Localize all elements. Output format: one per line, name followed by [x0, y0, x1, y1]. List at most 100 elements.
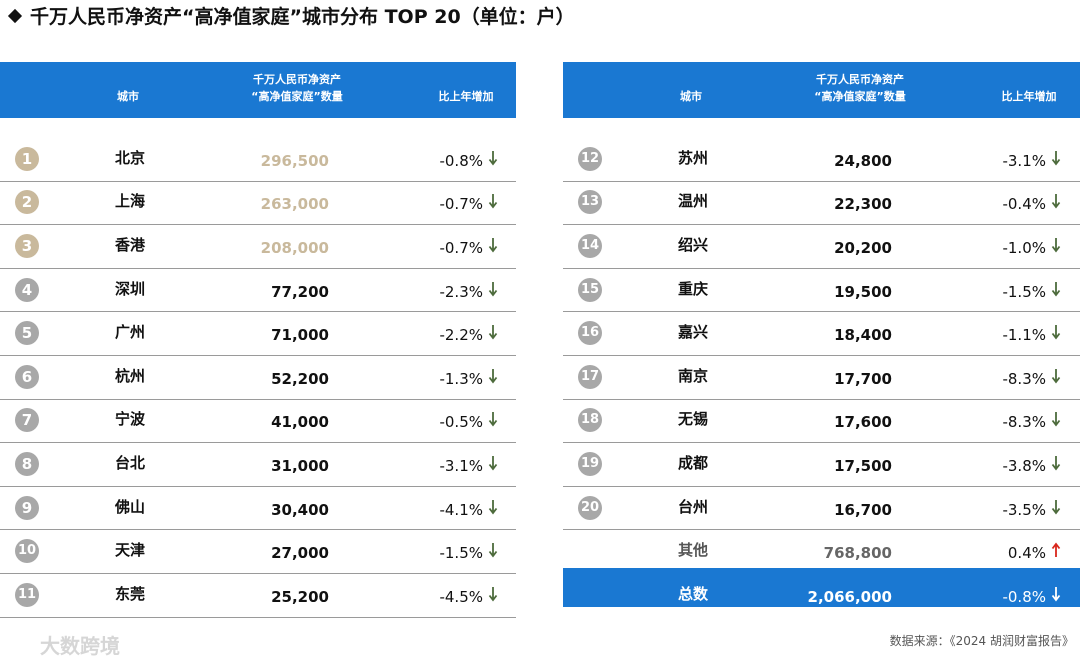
down-arrow	[488, 586, 498, 602]
change: -2.3%	[439, 282, 483, 301]
city: 台北	[115, 454, 146, 472]
city: 上海	[115, 192, 146, 211]
count: 18,400	[834, 326, 892, 345]
title-bullet	[7, 8, 23, 24]
city: 其他	[678, 541, 709, 560]
rank-badge: 9	[15, 495, 39, 520]
change: -0.4%	[1002, 195, 1046, 214]
change: -8.3%	[1002, 413, 1046, 432]
total-band	[563, 568, 1080, 607]
down-arrow	[488, 499, 498, 515]
count: 20,200	[834, 239, 892, 257]
down-arrow	[1051, 368, 1061, 384]
header-count: 千万人民币净资产	[816, 73, 904, 86]
row-divider	[563, 267, 1080, 269]
down-arrow	[488, 456, 498, 471]
row-divider	[563, 529, 1080, 531]
change: -3.1%	[1002, 151, 1046, 170]
city: 北京	[115, 148, 146, 167]
rank-badge: 16	[578, 321, 602, 346]
city: 总数	[678, 584, 709, 603]
row-divider	[0, 224, 516, 226]
change: -1.3%	[439, 369, 483, 388]
change: -1.0%	[1002, 239, 1046, 257]
row-divider	[0, 355, 516, 356]
rank-badge: 8	[15, 452, 39, 476]
rank-badge: 7	[15, 408, 39, 433]
count: 77,200	[271, 282, 329, 301]
rank-badge: 18	[578, 408, 602, 433]
source: 数据来源：《2024 胡润财富报告》	[889, 634, 1074, 648]
header-count: “高净值家庭”数量	[814, 90, 906, 103]
change: -0.5%	[439, 413, 483, 432]
count: 17,600	[834, 413, 892, 432]
rank-badge: 12	[578, 146, 602, 171]
count: 30,400	[271, 500, 329, 519]
city: 香港	[115, 236, 146, 254]
rank-badge: 14	[578, 234, 602, 258]
down-arrow	[488, 325, 498, 340]
rank-badge: 1	[15, 146, 39, 171]
row-divider	[0, 267, 516, 269]
change: -0.7%	[439, 195, 483, 214]
count: 17,500	[834, 457, 892, 475]
header-count: 千万人民币净资产	[253, 73, 341, 86]
down-arrow	[1051, 456, 1061, 471]
city: 苏州	[678, 148, 709, 167]
header-band	[0, 62, 516, 118]
down-arrow	[488, 194, 498, 209]
row-divider	[0, 485, 516, 487]
row-divider	[0, 180, 516, 182]
row-divider	[563, 180, 1080, 182]
down-arrow	[488, 412, 498, 427]
rank-badge: 4	[15, 277, 39, 302]
row-divider	[563, 224, 1080, 226]
count: 31,000	[271, 457, 329, 475]
count: 24,800	[834, 151, 892, 170]
row-divider	[563, 485, 1080, 487]
rank-badge: 15	[578, 277, 602, 302]
count: 16,700	[834, 500, 892, 519]
down-arrow	[1051, 150, 1061, 166]
down-arrow	[488, 543, 498, 558]
row-divider	[0, 311, 516, 313]
count: 2,066,000	[807, 587, 892, 606]
change: -0.8%	[439, 151, 483, 170]
up-arrow	[1051, 542, 1061, 558]
row-divider	[0, 398, 516, 400]
row-divider	[0, 529, 516, 531]
rank-badge: 3	[15, 234, 39, 258]
count: 25,200	[271, 587, 329, 606]
change: -1.5%	[439, 544, 483, 563]
row-divider	[563, 442, 1080, 444]
header-change: 比上年增加	[438, 90, 494, 103]
rank-badge: 20	[578, 495, 602, 520]
change: -1.5%	[1002, 282, 1046, 301]
change: -1.1%	[1002, 326, 1046, 345]
city: 深圳	[115, 279, 146, 298]
rank-badge: 6	[15, 364, 39, 389]
rank-badge: 17	[578, 364, 602, 389]
header-city: 城市	[117, 90, 139, 103]
down-arrow	[488, 281, 498, 297]
change: -0.7%	[439, 239, 483, 257]
change: -3.5%	[1002, 500, 1046, 519]
change: -8.3%	[1002, 369, 1046, 388]
rank-badge: 5	[15, 321, 39, 346]
down-arrow	[1051, 325, 1061, 340]
count: 208,000	[260, 239, 329, 257]
rank-badge: 2	[15, 190, 39, 215]
down-arrow	[1051, 412, 1061, 427]
count: 17,700	[834, 369, 892, 388]
change: -0.8%	[1002, 587, 1046, 606]
header-band	[563, 62, 1080, 118]
city: 温州	[678, 192, 709, 211]
watermark: 大数跨境	[40, 634, 120, 658]
header-count: “高净值家庭”数量	[251, 90, 343, 103]
change: 0.4%	[1007, 544, 1046, 563]
title: 千万人民币净资产“高净值家庭”城市分布 TOP 20（单位：户）	[30, 6, 575, 28]
count: 52,200	[271, 369, 329, 388]
change: -4.5%	[439, 587, 483, 606]
row-divider	[0, 573, 516, 574]
